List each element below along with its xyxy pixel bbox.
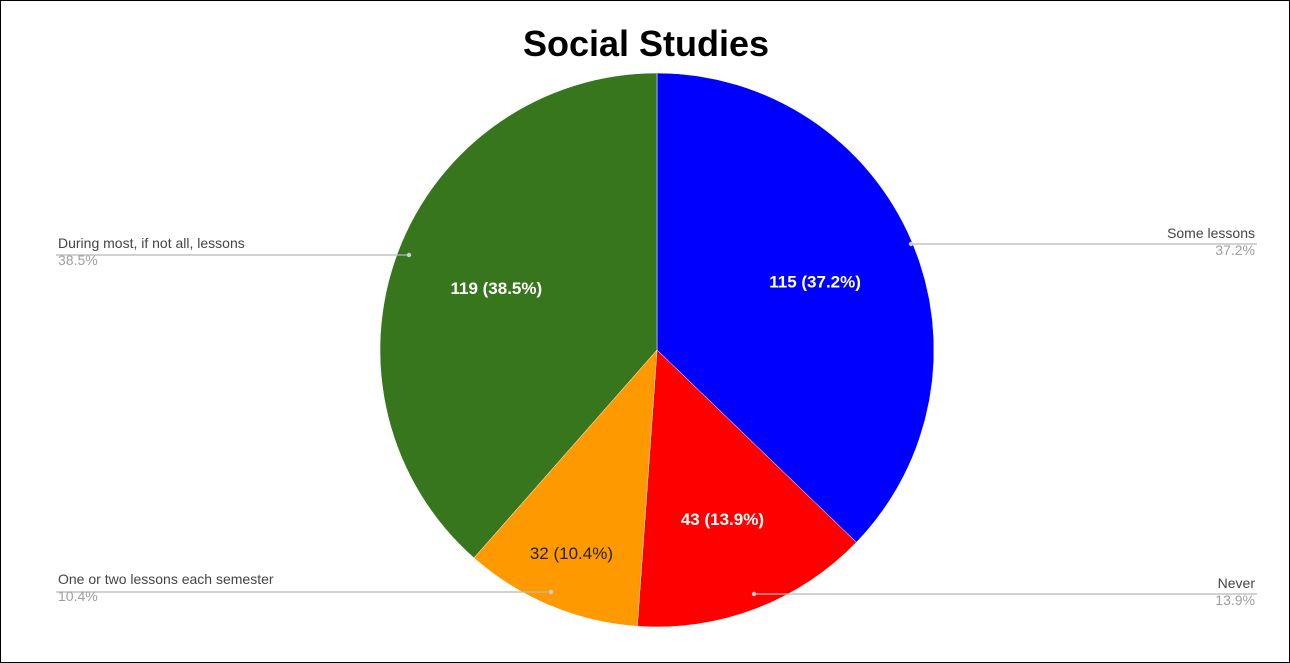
- data-label-one-or-two-lessons-each-semester: 32 (10.4%): [530, 544, 613, 563]
- category-label-during-most-if-not-all-lessons: During most, if not all, lessons: [58, 235, 245, 251]
- data-label-during-most-if-not-all-lessons: 119 (38.5%): [450, 279, 542, 298]
- pie-slices: [380, 73, 934, 627]
- callout-dot-one-or-two-lessons-each-semester: [549, 590, 553, 594]
- category-percent-some-lessons: 37.2%: [1215, 242, 1255, 258]
- category-label-some-lessons: Some lessons: [1167, 225, 1255, 241]
- callout-dot-during-most-if-not-all-lessons: [407, 253, 411, 257]
- callout-dot-some-lessons: [909, 242, 913, 246]
- data-label-some-lessons: 115 (37.2%): [769, 272, 861, 291]
- category-label-one-or-two-lessons-each-semester: One or two lessons each semester: [58, 571, 274, 587]
- category-label-never: Never: [1218, 575, 1256, 591]
- category-percent-never: 13.9%: [1215, 592, 1255, 608]
- data-label-never: 43 (13.9%): [681, 510, 764, 529]
- category-percent-one-or-two-lessons-each-semester: 10.4%: [58, 588, 98, 604]
- category-percent-during-most-if-not-all-lessons: 38.5%: [58, 252, 98, 268]
- callout-dot-never: [752, 592, 756, 596]
